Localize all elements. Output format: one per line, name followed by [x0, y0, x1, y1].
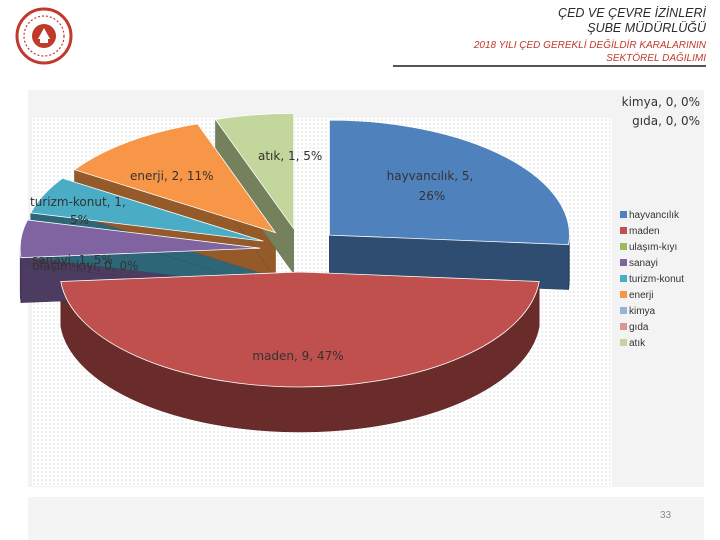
header-title-line1: ÇED VE ÇEVRE İZİNLERİ	[558, 6, 706, 20]
data-label-sanayi: sanayi, 1, 5%	[32, 253, 113, 267]
legend: hayvancılık maden ulaşım-kıyı sanayi turizm-…	[620, 210, 684, 349]
data-labels: hayvancılık, 5, 26% maden, 9, 47% ulaşım-kı…	[30, 95, 700, 363]
legend-swatch-sanayi	[620, 259, 627, 266]
pie-slice-maden	[60, 271, 540, 388]
pie-slice-hayvancılık	[329, 119, 570, 246]
data-label-hayvancılık: hayvancılık, 5, 26%	[387, 169, 474, 203]
legend-label-kimya: kimya	[629, 306, 656, 317]
legend-swatch-gıda	[620, 323, 627, 330]
legend-swatch-enerji	[620, 291, 627, 298]
legend-label-maden: maden	[629, 226, 660, 237]
pie-slice-turizm-konut	[30, 177, 264, 242]
data-label-maden: maden, 9, 47%	[252, 349, 343, 363]
data-label-turizm-konut: turizm-konut, 1, 5%	[30, 195, 126, 227]
legend-swatch-atık	[620, 339, 627, 346]
legend-swatch-kimya	[620, 307, 627, 314]
legend-label-turizm-konut: turizm-konut	[629, 274, 684, 285]
legend-swatch-ulaşım-kıyı	[620, 243, 627, 250]
data-label-gıda: gıda, 0, 0%	[632, 114, 700, 128]
legend-swatch-hayvancılık	[620, 211, 627, 218]
data-label-enerji: enerji, 2, 11%	[130, 169, 214, 183]
legend-label-sanayi: sanayi	[629, 258, 658, 269]
header-title-line2: ŞUBE MÜDÜRLÜĞÜ	[587, 21, 706, 35]
pie-slice-enerji	[73, 123, 277, 234]
chart-subtitle-line2: SEKTÖREL DAĞILIMI	[606, 53, 706, 64]
legend-label-ulaşım-kıyı: ulaşım-kıyı	[629, 242, 677, 253]
legend-swatch-turizm-konut	[620, 275, 627, 282]
legend-label-gıda: gıda	[629, 322, 649, 333]
legend-label-hayvancılık: hayvancılık	[629, 210, 680, 221]
ministry-logo	[14, 6, 74, 66]
pie-slice-atık	[214, 112, 294, 230]
chart-subtitle-line1: 2018 YILI ÇED GEREKLİ DEĞİLDİR KARALARIN…	[473, 40, 706, 51]
pie-slice-sanayi	[19, 219, 261, 259]
page-number: 33	[660, 510, 672, 521]
legend-label-enerji: enerji	[629, 290, 653, 301]
legend-label-atık: atık	[629, 338, 646, 349]
header-divider	[393, 65, 706, 67]
data-label-atık: atık, 1, 5%	[258, 149, 322, 163]
data-label-ulaşım-kıyı: ulaşım-kıyı, 0, 0%	[32, 259, 139, 273]
legend-swatch-maden	[620, 227, 627, 234]
footer-bar	[28, 497, 704, 540]
data-label-kimya: kimya, 0, 0%	[622, 95, 700, 109]
pie-tops	[19, 112, 570, 388]
